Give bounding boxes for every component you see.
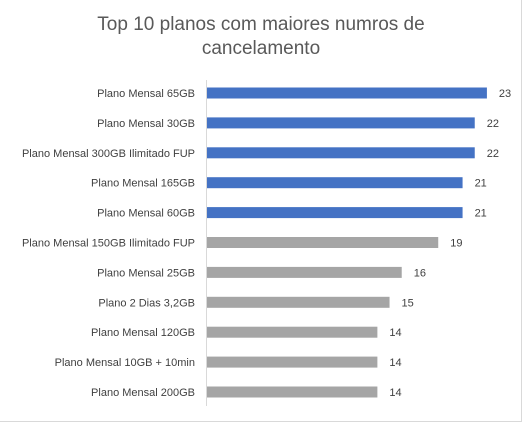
category-label: Plano Mensal 65GB (97, 88, 195, 100)
data-label: 19 (450, 238, 462, 250)
category-label: Plano Mensal 10GB + 10min (55, 357, 195, 369)
bar (207, 147, 475, 159)
category-label: Plano Mensal 25GB (97, 267, 195, 279)
data-label: 23 (499, 88, 511, 100)
category-label: Plano Mensal 150GB Ilimitado FUP (22, 238, 195, 250)
category-label: Plano Mensal 120GB (91, 327, 195, 339)
bar (207, 326, 378, 338)
data-label: 16 (414, 267, 426, 279)
category-label: Plano Mensal 60GB (97, 208, 195, 220)
category-label: Plano Mensal 200GB (91, 387, 195, 399)
data-label: 14 (389, 387, 401, 399)
data-label: 22 (487, 118, 499, 130)
data-label: 14 (389, 357, 401, 369)
bar (207, 87, 487, 99)
bars-layer: Plano Mensal 65GB 23 Plano Mensal 30GB 22 Pl… (22, 87, 511, 399)
data-label: 21 (475, 178, 487, 190)
bar (207, 237, 439, 248)
bar (207, 386, 378, 398)
bar (207, 207, 463, 219)
category-label: Plano Mensal 165GB (91, 178, 195, 190)
data-label: 15 (402, 297, 414, 309)
bar (207, 117, 475, 129)
bar (207, 296, 390, 308)
chart-title-line-2: cancelamento (202, 38, 320, 59)
category-label: Plano Mensal 30GB (97, 118, 195, 130)
data-label: 14 (389, 327, 401, 339)
chart-title-line-1: Top 10 planos com maiores numros de (97, 14, 424, 35)
category-label: Plano Mensal 300GB Ilimitado FUP (22, 148, 195, 160)
data-label: 22 (487, 148, 499, 160)
category-label: Plano 2 Dias 3,2GB (98, 297, 195, 309)
data-label: 21 (475, 208, 487, 220)
bar (207, 266, 402, 278)
bar (207, 356, 378, 368)
bar (207, 177, 463, 189)
